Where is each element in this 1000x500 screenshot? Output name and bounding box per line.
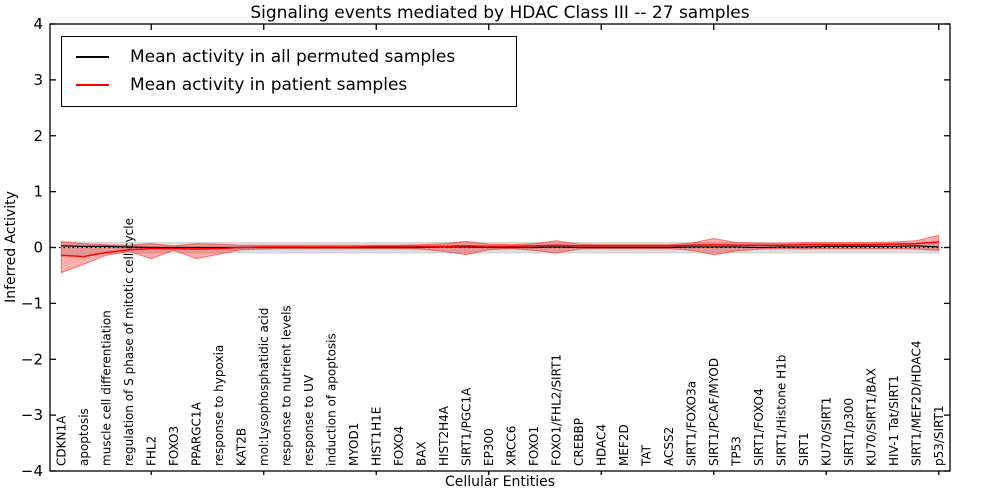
y-tick-label: −1 [21, 294, 43, 312]
x-category-label: SIRT1/PGC1A [459, 387, 473, 466]
x-category-label: KAT2B [234, 428, 248, 466]
x-category-label: FOXO4 [392, 426, 406, 466]
patient-line-swatch [76, 84, 109, 86]
y-tick-label: −4 [21, 462, 43, 480]
x-category-label: TP53 [729, 436, 743, 467]
permuted-line-swatch [76, 56, 109, 58]
x-category-label: MYOD1 [347, 423, 361, 466]
x-category-label: SIRT1 [797, 432, 811, 466]
x-category-label: response to nutrient levels [279, 305, 293, 466]
x-category-label: BAX [414, 441, 428, 466]
x-category-label: SIRT1/FOXO3a [684, 381, 698, 466]
y-tick-label: −2 [21, 350, 43, 368]
x-category-label: CREBBP [572, 418, 586, 466]
x-category-label: HIST2H4A [437, 405, 451, 466]
x-category-label: muscle cell differentiation [99, 310, 113, 466]
permuted-mean-line [61, 245, 939, 249]
x-category-label: KU70/SIRT1 [819, 397, 833, 466]
x-category-label: XRCC6 [504, 426, 518, 466]
x-category-label: induction of apoptosis [324, 333, 338, 466]
x-category-label: mol:Lysophosphatidic acid [257, 308, 271, 466]
x-category-label: CDKN1A [54, 415, 68, 466]
x-category-label: KU70/SIRT1/BAX [864, 368, 878, 466]
x-category-label: apoptosis [77, 408, 91, 466]
chart-title: Signaling events mediated by HDAC Class … [250, 3, 750, 23]
x-category-label: FOXO1/FHL2/SIRT1 [549, 354, 563, 466]
y-tick-label: 4 [33, 15, 43, 33]
x-category-label: HIST1H1E [369, 407, 383, 466]
x-category-label: ACSS2 [662, 427, 676, 466]
patient-samples-confidence-band [60, 234, 940, 274]
legend-item-permuted: Mean activity in all permuted samples [62, 43, 516, 71]
legend-label-patient: Mean activity in patient samples [130, 75, 408, 95]
x-category-label: FOXO1 [527, 426, 541, 466]
y-tick-label: 2 [33, 127, 43, 145]
x-category-label: EP300 [482, 428, 496, 466]
patient-mean-line [61, 241, 939, 258]
y-tick-label: 3 [33, 71, 43, 89]
x-category-label: response to UV [302, 374, 316, 466]
x-category-label: TAT [639, 444, 653, 467]
y-tick-label: −3 [21, 406, 43, 424]
x-category-label: PPARGC1A [189, 401, 203, 466]
x-category-label: p53/SIRT1 [932, 405, 946, 466]
x-axis-label: Cellular Entities [444, 474, 556, 490]
x-category-label: SIRT1/FOXO4 [752, 388, 766, 466]
legend-item-patient: Mean activity in patient samples [62, 71, 516, 99]
y-tick-label: 1 [33, 183, 43, 201]
x-category-label: SIRT1/PCAF/MYOD [707, 358, 721, 466]
x-category-label: FHL2 [144, 436, 158, 466]
x-category-label: SIRT1/Histone H1b [774, 355, 788, 466]
x-category-label: FOXO3 [167, 426, 181, 466]
x-category-label: response to hypoxia [212, 345, 226, 466]
x-category-label: SIRT1/MEF2D/HDAC4 [909, 341, 923, 466]
legend-label-permuted: Mean activity in all permuted samples [130, 47, 456, 67]
x-category-label: HIV-1 Tat/SIRT1 [887, 375, 901, 466]
x-category-label: regulation of S phase of mitotic cell cy… [122, 218, 136, 466]
y-tick-label: 0 [33, 239, 43, 257]
x-category-label: SIRT1/p300 [842, 398, 856, 466]
x-category-label: MEF2D [617, 424, 631, 466]
x-category-label: HDAC4 [594, 424, 608, 466]
legend: Mean activity in all permuted samples Me… [61, 36, 517, 107]
